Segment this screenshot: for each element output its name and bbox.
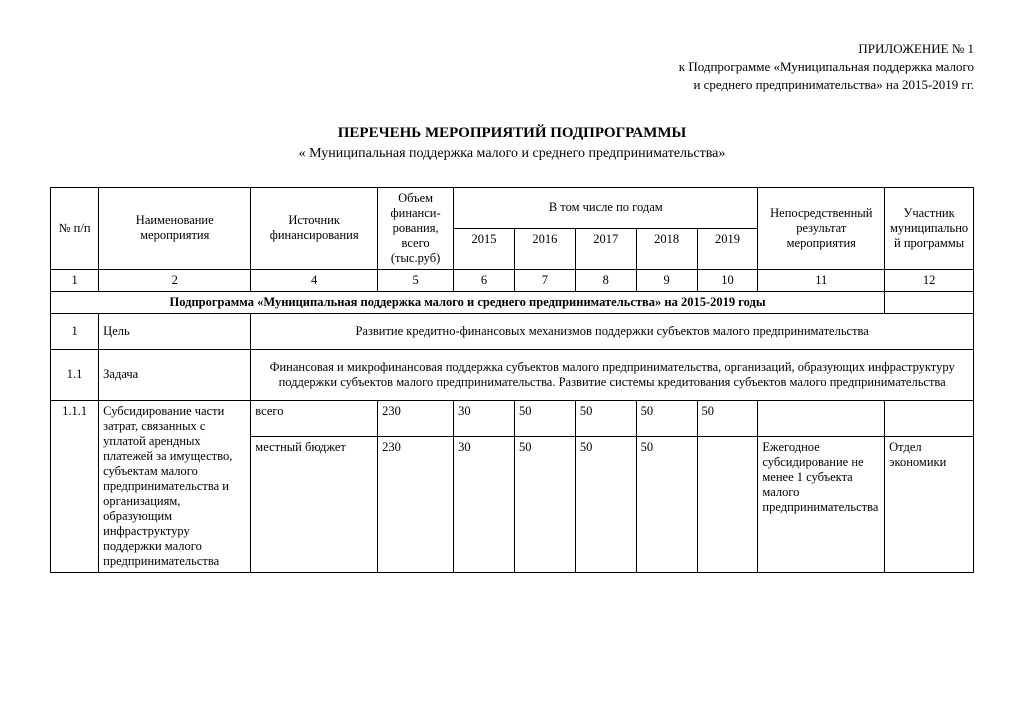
cn-2: 2 bbox=[99, 269, 251, 291]
subprogram-heading-row: Подпрограмма «Муниципальная поддержка ма… bbox=[51, 291, 974, 313]
task-num: 1.1 bbox=[51, 349, 99, 400]
th-participant: Участник муниципальной программы bbox=[885, 187, 974, 269]
th-2016: 2016 bbox=[514, 228, 575, 269]
appendix-line1: ПРИЛОЖЕНИЕ № 1 bbox=[50, 40, 974, 58]
cn-11: 11 bbox=[758, 269, 885, 291]
item-local-vol: 230 bbox=[378, 436, 454, 572]
item-total-2015: 30 bbox=[454, 400, 515, 436]
item-source-local: местный бюджет bbox=[251, 436, 378, 572]
item-row-total: 1.1.1 Субсидирование части затрат, связа… bbox=[51, 400, 974, 436]
th-volume: Объем финанси-рования, всего (тыс.руб) bbox=[378, 187, 454, 269]
item-total-vol: 230 bbox=[378, 400, 454, 436]
cn-1: 1 bbox=[51, 269, 99, 291]
item-total-2018: 50 bbox=[636, 400, 697, 436]
item-total-2016: 50 bbox=[514, 400, 575, 436]
colnum-row: 1 2 4 5 6 7 8 9 10 11 12 bbox=[51, 269, 974, 291]
item-participant: Отдел экономики bbox=[885, 436, 974, 572]
item-local-2017: 50 bbox=[575, 436, 636, 572]
goal-text: Развитие кредитно-финансовых механизмов … bbox=[251, 313, 974, 349]
th-name: Наименование мероприятия bbox=[99, 187, 251, 269]
cn-7: 7 bbox=[514, 269, 575, 291]
item-name: Субсидирование части затрат, связанных с… bbox=[99, 400, 251, 572]
cn-10: 10 bbox=[697, 269, 758, 291]
th-byyears: В том числе по годам bbox=[454, 187, 758, 228]
goal-label: Цель bbox=[99, 313, 251, 349]
task-row: 1.1 Задача Финансовая и микрофинансовая … bbox=[51, 349, 974, 400]
th-source: Источник финансирования bbox=[251, 187, 378, 269]
item-total-participant bbox=[885, 400, 974, 436]
cn-12: 12 bbox=[885, 269, 974, 291]
th-num: № п/п bbox=[51, 187, 99, 269]
th-2019: 2019 bbox=[697, 228, 758, 269]
item-local-2018: 50 bbox=[636, 436, 697, 572]
subprogram-heading-empty bbox=[885, 291, 974, 313]
item-source-total: всего bbox=[251, 400, 378, 436]
item-total-result bbox=[758, 400, 885, 436]
task-label: Задача bbox=[99, 349, 251, 400]
item-total-2017: 50 bbox=[575, 400, 636, 436]
main-title: ПЕРЕЧЕНЬ МЕРОПРИЯТИЙ ПОДПРОГРАММЫ bbox=[50, 125, 974, 142]
cn-6: 6 bbox=[454, 269, 515, 291]
header-row-1: № п/п Наименование мероприятия Источник … bbox=[51, 187, 974, 228]
item-num: 1.1.1 bbox=[51, 400, 99, 572]
goal-row: 1 Цель Развитие кредитно-финансовых меха… bbox=[51, 313, 974, 349]
cn-9: 9 bbox=[636, 269, 697, 291]
appendix-line3: и среднего предпринимательства» на 2015-… bbox=[50, 76, 974, 94]
th-2018: 2018 bbox=[636, 228, 697, 269]
task-text: Финансовая и микрофинансовая поддержка с… bbox=[251, 349, 974, 400]
item-result: Ежегодное субсидирование не менее 1 субъ… bbox=[758, 436, 885, 572]
subprogram-heading: Подпрограмма «Муниципальная поддержка ма… bbox=[51, 291, 885, 313]
main-table: № п/п Наименование мероприятия Источник … bbox=[50, 187, 974, 573]
item-local-2015: 30 bbox=[454, 436, 515, 572]
th-2017: 2017 bbox=[575, 228, 636, 269]
cn-4: 4 bbox=[251, 269, 378, 291]
sub-title: « Муниципальная поддержка малого и средн… bbox=[50, 146, 974, 162]
goal-num: 1 bbox=[51, 313, 99, 349]
th-2015: 2015 bbox=[454, 228, 515, 269]
item-total-2019: 50 bbox=[697, 400, 758, 436]
appendix-block: ПРИЛОЖЕНИЕ № 1 к Подпрограмме «Муниципал… bbox=[50, 40, 974, 95]
cn-5: 5 bbox=[378, 269, 454, 291]
appendix-line2: к Подпрограмме «Муниципальная поддержка … bbox=[50, 58, 974, 76]
th-result: Непосредственный результат мероприятия bbox=[758, 187, 885, 269]
item-local-2019 bbox=[697, 436, 758, 572]
cn-8: 8 bbox=[575, 269, 636, 291]
item-local-2016: 50 bbox=[514, 436, 575, 572]
